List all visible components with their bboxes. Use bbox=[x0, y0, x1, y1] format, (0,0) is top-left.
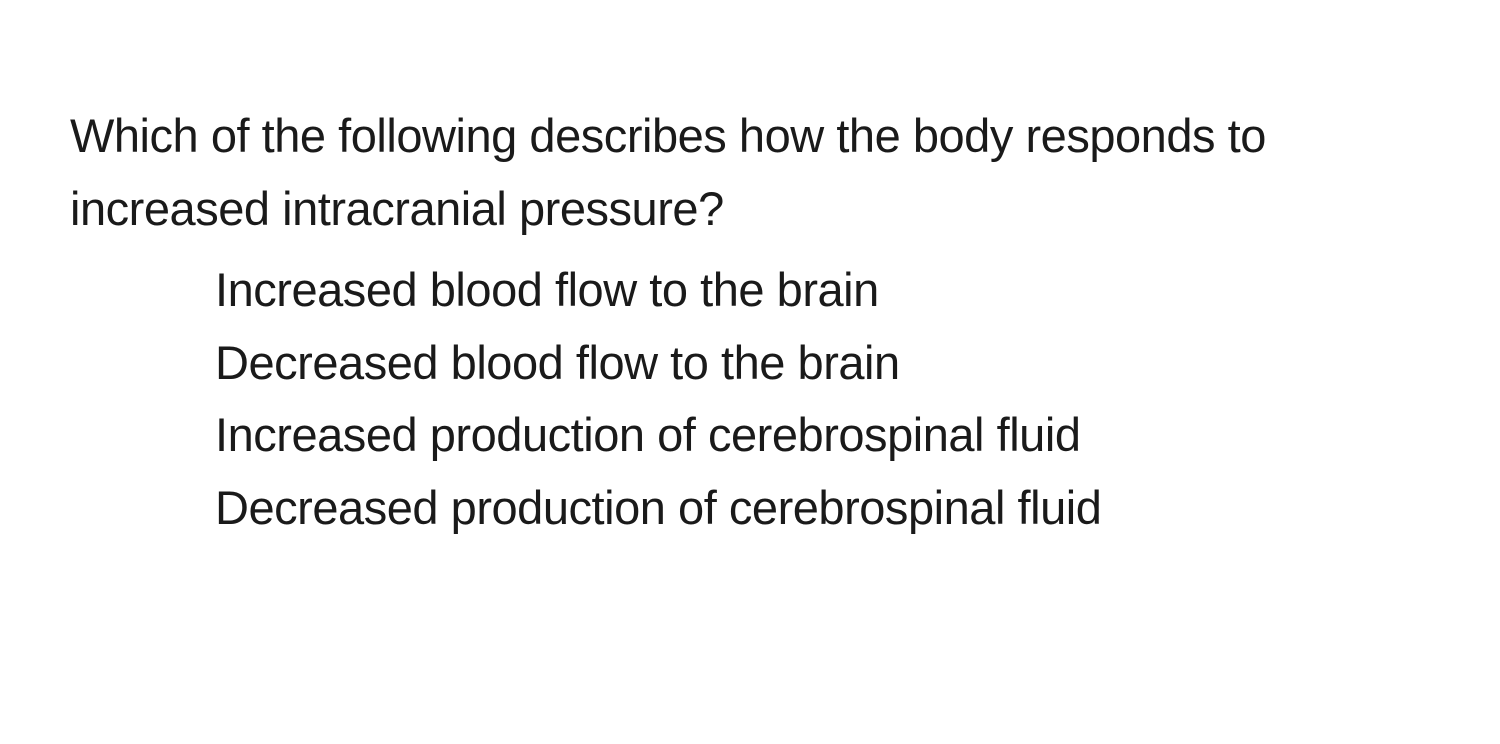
option-b: Decreased blood flow to the brain bbox=[215, 327, 1430, 400]
question-page: Which of the following describes how the… bbox=[0, 0, 1500, 744]
option-a: Increased blood flow to the brain bbox=[215, 254, 1430, 327]
option-c: Increased production of cerebrospinal fl… bbox=[215, 399, 1430, 472]
question-text: Which of the following describes how the… bbox=[70, 100, 1430, 246]
option-d: Decreased production of cerebrospinal fl… bbox=[215, 472, 1430, 545]
options-list: Increased blood flow to the brain Decrea… bbox=[215, 254, 1430, 545]
